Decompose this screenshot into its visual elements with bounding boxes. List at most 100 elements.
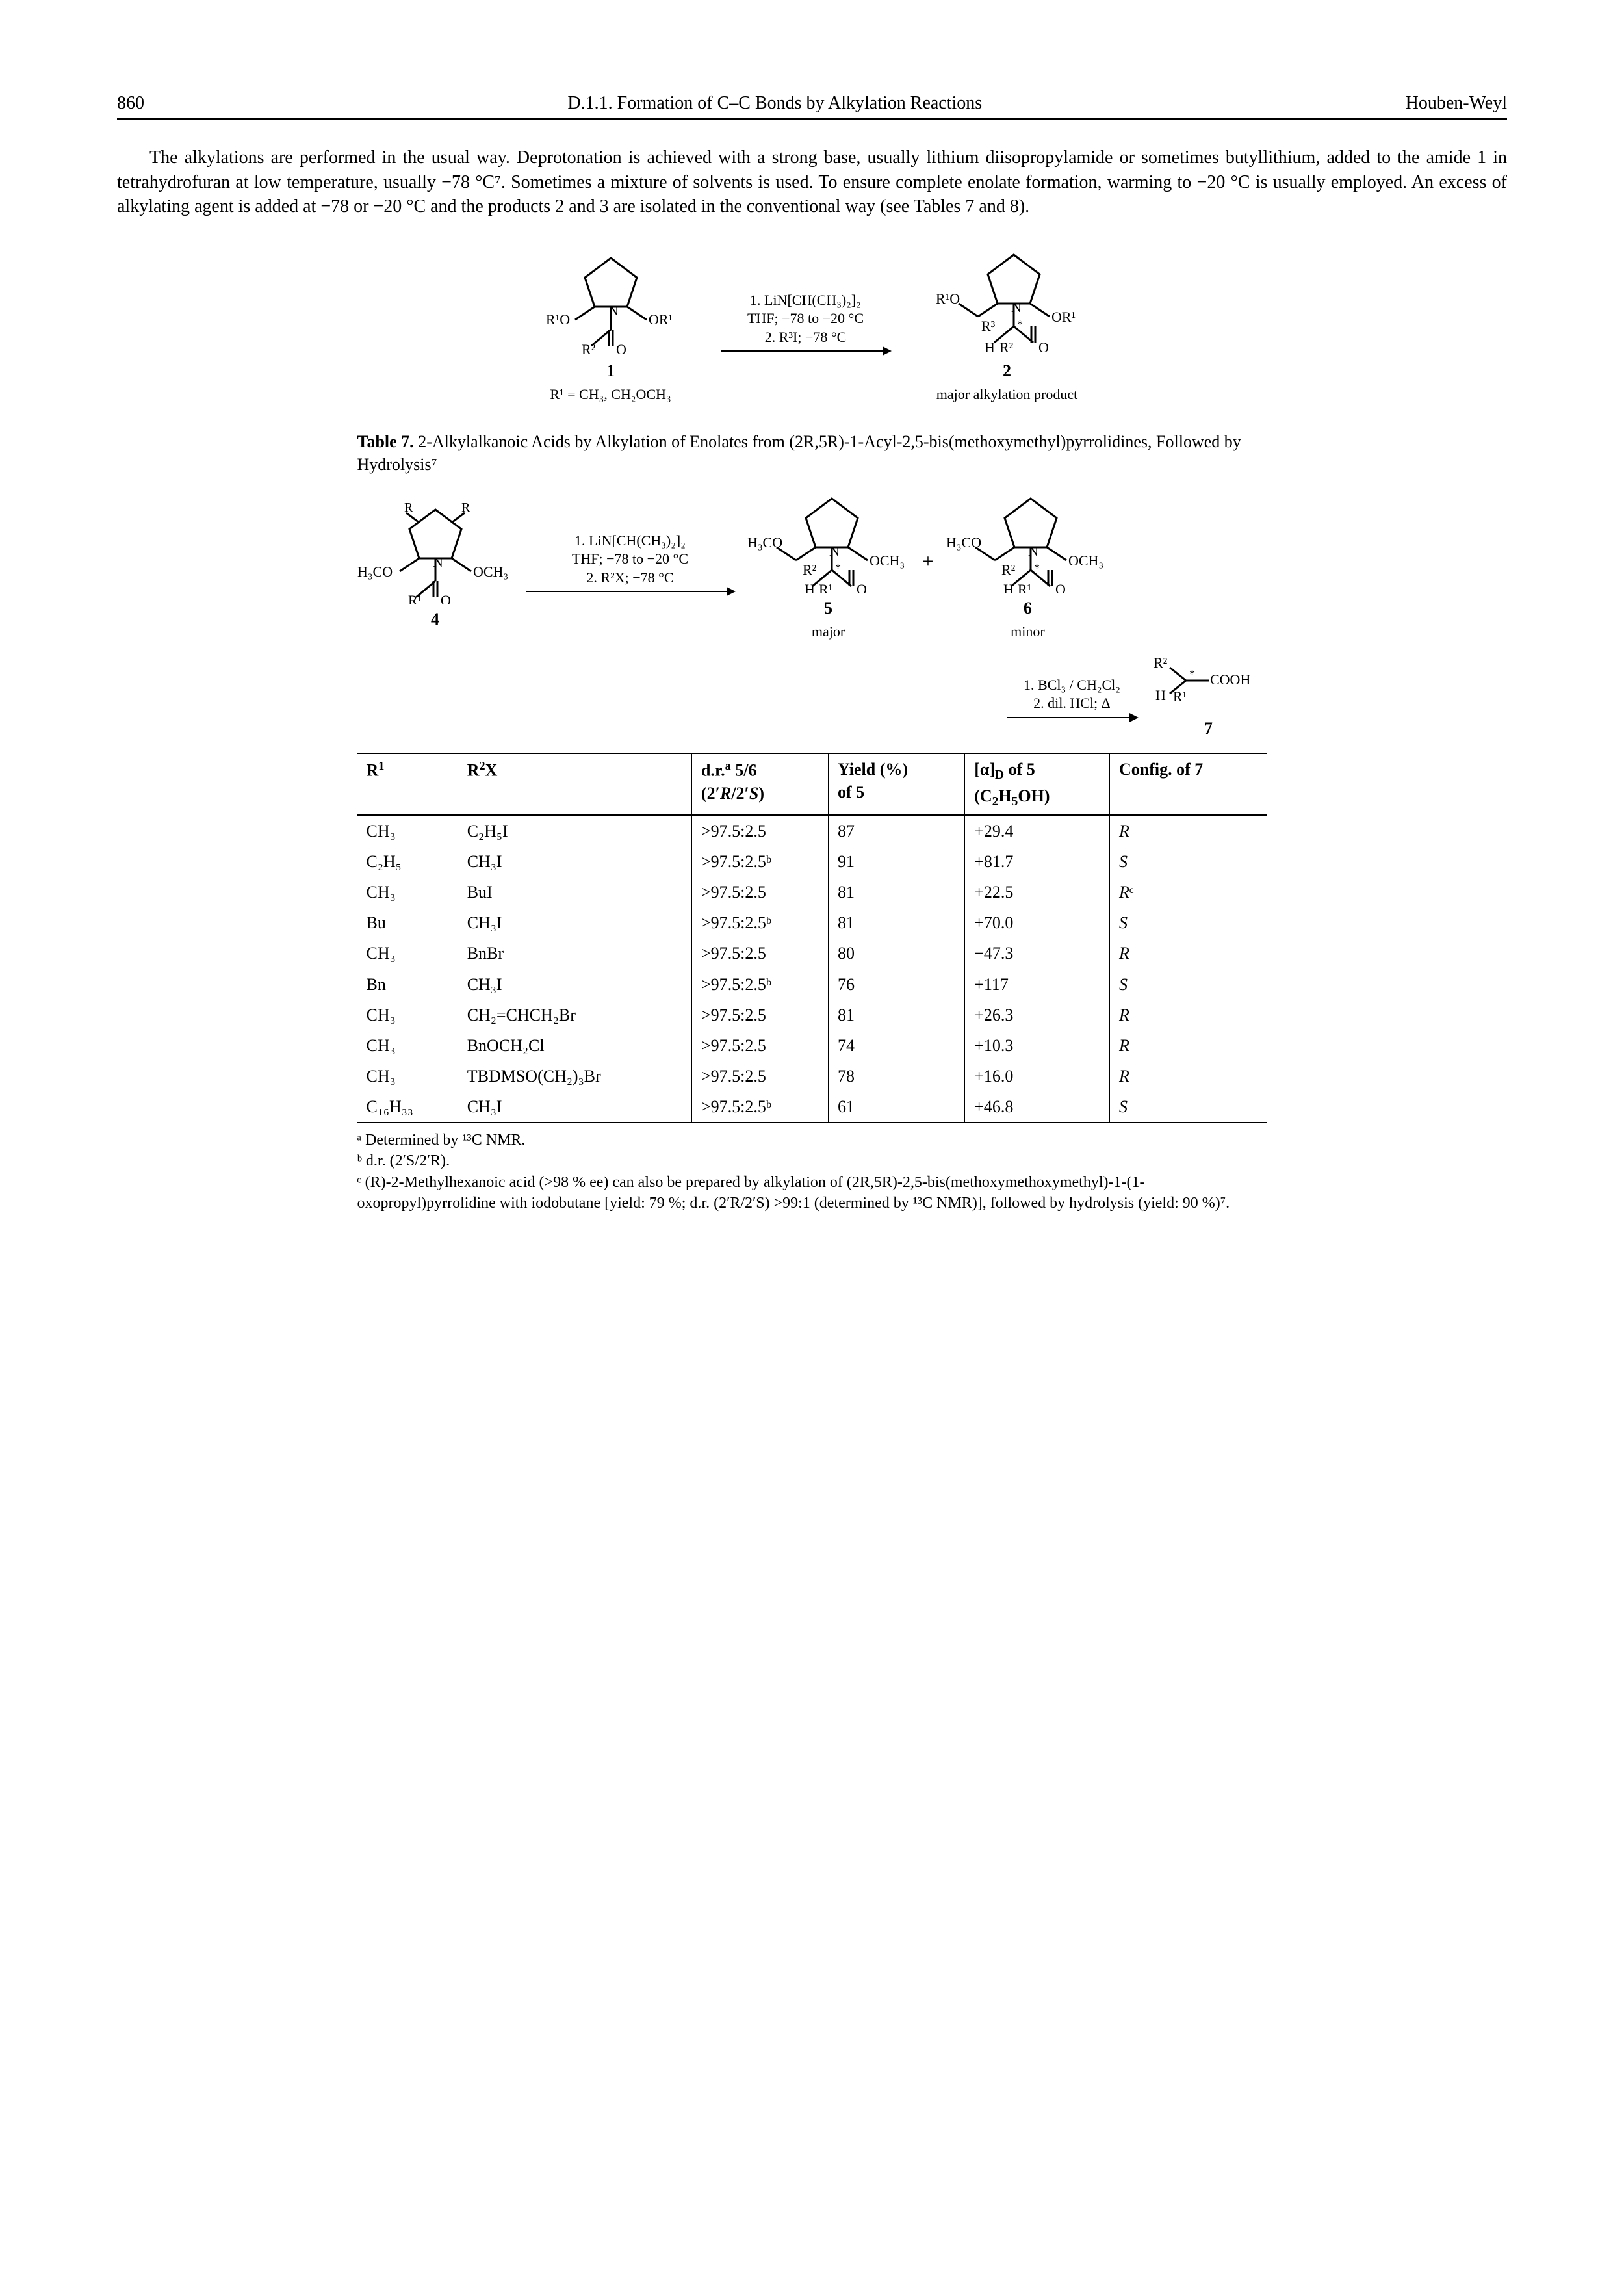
svg-text:COOH: COOH	[1210, 671, 1250, 688]
compound-4-label: 4	[357, 608, 513, 630]
col-alpha: [α]D of 5(C2H5OH)	[965, 753, 1110, 815]
table-cell: CH₃	[357, 938, 458, 968]
product-6-icon: N H₃CO OCH₃ R² H R¹ O *	[946, 482, 1109, 593]
svg-text:R²: R²	[999, 339, 1014, 356]
table-7-caption: Table 7. 2-Alkylalkanoic Acids by Alkyla…	[357, 430, 1267, 476]
col-config: Config. of 7	[1110, 753, 1267, 815]
svg-text:OCH₃: OCH₃	[473, 564, 508, 580]
table-cell: R	[1110, 1000, 1267, 1030]
compound-6-label: 6	[946, 597, 1109, 619]
svg-text:R²: R²	[803, 562, 817, 578]
table-row: CH₃BuI>97.5:2.581+22.5Rᶜ	[357, 877, 1267, 907]
table-cell: BuI	[458, 877, 691, 907]
col-r2x: R2X	[458, 753, 691, 815]
table-cell: CH₂=CHCH₂Br	[458, 1000, 691, 1030]
table-cell: +81.7	[965, 846, 1110, 877]
table-row: CH₃CH₂=CHCH₂Br>97.5:2.581+26.3R	[357, 1000, 1267, 1030]
table-cell: +10.3	[965, 1030, 1110, 1061]
svg-text:H: H	[985, 339, 995, 356]
svg-text:H: H	[1155, 687, 1166, 703]
footnote-c: ᶜ (R)-2-Methylhexanoic acid (>98 % ee) c…	[357, 1172, 1267, 1214]
svg-text:*: *	[1034, 562, 1040, 575]
reaction-arrow-2: 1. LiN[CH(CH₃)₂]₂ THF; −78 to −20 °C 2. …	[526, 532, 734, 593]
table-cell: 87	[828, 815, 964, 846]
table-cell: >97.5:2.5	[691, 877, 828, 907]
table-cell: >97.5:2.5	[691, 1030, 828, 1061]
table-row: CH₃BnOCH₂Cl>97.5:2.574+10.3R	[357, 1030, 1267, 1061]
table-cell: CH₃	[357, 815, 458, 846]
svg-text:H: H	[805, 581, 815, 593]
major-caption: major	[747, 622, 910, 642]
compound-7-label: 7	[1150, 717, 1267, 740]
table-cell: CH₃	[357, 1030, 458, 1061]
svg-text:OR¹: OR¹	[1051, 309, 1076, 325]
reaction-arrow-1: 1. LiN[CH(CH₃)₂]₂ THF; −78 to −20 °C 2. …	[721, 291, 890, 352]
author-name: Houben-Weyl	[1406, 91, 1507, 116]
table-cell: S	[1110, 1091, 1267, 1123]
table-cell: 81	[828, 1000, 964, 1030]
svg-text:R: R	[404, 500, 413, 515]
svg-text:R²: R²	[1001, 562, 1016, 578]
footnote-a: ᵃ Determined by ¹³C NMR.	[357, 1130, 1267, 1150]
svg-text:R²: R²	[582, 341, 596, 356]
table-cell: CH₃I	[458, 846, 691, 877]
r1-definition: R¹ = CH₃, CH₂OCH₃	[526, 385, 695, 404]
table-cell: CH₃I	[458, 1091, 691, 1123]
table-row: BnCH₃I>97.5:2.5ᵇ76+117S	[357, 969, 1267, 1000]
svg-text:*: *	[835, 562, 841, 575]
svg-text:O: O	[441, 592, 451, 604]
s2-reagent-2: THF; −78 to −20 °C	[526, 550, 734, 569]
table-cell: BnBr	[458, 938, 691, 968]
footnote-b: ᵇ d.r. (2′S/2′R).	[357, 1150, 1267, 1171]
alkylated-pyrrolidine-icon: N R¹O OR¹ R³ H R² O *	[916, 239, 1098, 356]
table-cell: >97.5:2.5ᵇ	[691, 1091, 828, 1123]
col-dr: d.r.a 5/6(2′R/2′S)	[691, 753, 828, 815]
table-cell: CH₃	[357, 1000, 458, 1030]
product-5-icon: N H₃CO OCH₃ R² H R¹ O *	[747, 482, 910, 593]
table-cell: +22.5	[965, 877, 1110, 907]
table-cell: +70.0	[965, 907, 1110, 938]
scheme-2: N R R H₃CO OCH₃ R¹ O 4 1. LiN[CH(CH₃)₂]₂…	[357, 482, 1267, 740]
table-row: BuCH₃I>97.5:2.5ᵇ81+70.0S	[357, 907, 1267, 938]
table-cell: +46.8	[965, 1091, 1110, 1123]
svg-text:R¹: R¹	[819, 581, 832, 593]
section-title: D.1.1. Formation of C–C Bonds by Alkylat…	[567, 91, 982, 116]
page-number: 860	[117, 91, 144, 116]
table-row: C₁₆H₃₃CH₃I>97.5:2.5ᵇ61+46.8S	[357, 1091, 1267, 1123]
scheme1-reactant: N R¹O OR¹ R² O 1 R¹ = CH₃, CH₂OCH₃	[526, 239, 695, 404]
table-cell: +117	[965, 969, 1110, 1000]
table-cell: S	[1110, 907, 1267, 938]
svg-text:N: N	[1011, 299, 1022, 315]
table-cell: 80	[828, 938, 964, 968]
svg-text:OCH₃: OCH₃	[1068, 552, 1103, 569]
table-cell: >97.5:2.5ᵇ	[691, 969, 828, 1000]
table-cell: 78	[828, 1061, 964, 1091]
table-7: R1 R2X d.r.a 5/6(2′R/2′S) Yield (%)of 5 …	[357, 753, 1267, 1123]
carboxylic-acid-icon: R² * COOH H R¹	[1150, 655, 1267, 713]
svg-text:H₃CO: H₃CO	[357, 564, 393, 580]
svg-text:H₃CO: H₃CO	[747, 534, 782, 551]
body-paragraph: The alkylations are performed in the usu…	[117, 146, 1507, 219]
svg-text:R¹: R¹	[408, 592, 422, 604]
scheme1-product: N R¹O OR¹ R³ H R² O * 2 major alkylation…	[916, 239, 1098, 404]
table-cell: CH₃	[357, 1061, 458, 1091]
compound-5-label: 5	[747, 597, 910, 619]
svg-text:OCH₃: OCH₃	[870, 552, 905, 569]
svg-text:R: R	[461, 500, 470, 515]
page-header: 860 D.1.1. Formation of C–C Bonds by Alk…	[117, 91, 1507, 120]
table-cell: >97.5:2.5	[691, 1061, 828, 1091]
table-cell: CH₃I	[458, 907, 691, 938]
table-cell: C₂H₅I	[458, 815, 691, 846]
scheme-1: N R¹O OR¹ R² O 1 R¹ = CH₃, CH₂OCH₃ 1. Li…	[117, 239, 1507, 404]
table-cell: C₁₆H₃₃	[357, 1091, 458, 1123]
svg-text:H: H	[1003, 581, 1014, 593]
svg-text:OR¹: OR¹	[649, 311, 673, 328]
table-cell: >97.5:2.5	[691, 938, 828, 968]
table-cell: BnOCH₂Cl	[458, 1030, 691, 1061]
compound-5: N H₃CO OCH₃ R² H R¹ O * 5 major	[747, 482, 910, 642]
svg-text:R¹: R¹	[1018, 581, 1031, 593]
table-cell: R	[1110, 1061, 1267, 1091]
svg-text:N: N	[829, 543, 840, 559]
table-cell: +29.4	[965, 815, 1110, 846]
reagent-line-1: 1. LiN[CH(CH₃)₂]₂	[721, 291, 890, 310]
